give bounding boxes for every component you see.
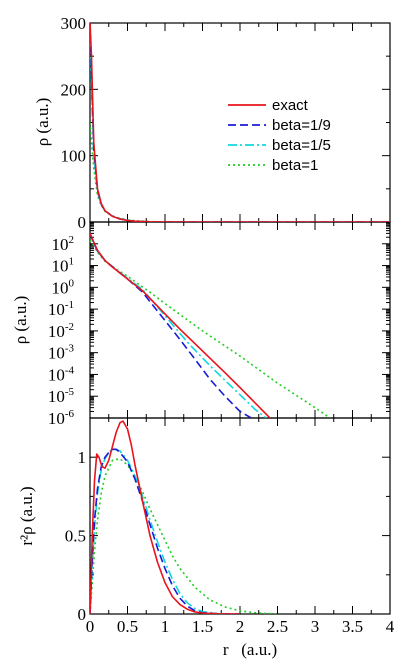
- series-line-beta=1/9: [90, 233, 252, 418]
- ytick-label: 10-2: [48, 321, 74, 341]
- xlabel: r (a.u.): [223, 640, 277, 659]
- ytick-label: 200: [61, 80, 87, 99]
- ytick-label: 101: [52, 256, 75, 276]
- panel-frame-top: [89, 22, 391, 223]
- ytick-label: 102: [52, 234, 75, 254]
- series-line-beta=1/5: [90, 448, 241, 614]
- series-group-top: [90, 23, 390, 222]
- xtick-label: 2: [236, 617, 245, 636]
- series-line-beta=1/5: [90, 23, 390, 222]
- panel-frame-bottom: [89, 417, 391, 615]
- xtick-label: 3.5: [342, 617, 363, 636]
- ytick-label: 10-1: [48, 299, 74, 319]
- legend: exact beta=1/9 beta=1/5 beta=1: [228, 97, 331, 174]
- ytick-label: 0: [78, 605, 87, 624]
- series-line-beta=1/5: [90, 233, 267, 418]
- ytick-label: 100: [52, 277, 75, 297]
- ytick-label: 10-4: [48, 364, 75, 384]
- xtick-label: 0: [86, 617, 95, 636]
- xtick-label: 4: [386, 617, 395, 636]
- series-line-beta=1/9: [90, 448, 241, 614]
- legend-label-beta=1: beta=1: [272, 157, 318, 174]
- series-line-exact: [90, 23, 390, 222]
- ylabel-middle: ρ (a.u.): [11, 296, 30, 345]
- series-line-beta=1: [90, 122, 390, 222]
- series-line-beta=1/9: [90, 23, 390, 222]
- ytick-label: 100: [61, 147, 87, 166]
- xtick-label: 2.5: [267, 617, 288, 636]
- ytick-label: 10-3: [48, 343, 75, 363]
- xtick-label: 1: [161, 617, 170, 636]
- series-group-middle: [90, 233, 331, 418]
- ylabel-top: ρ (a.u.): [33, 98, 52, 147]
- xtick-label: 3: [311, 617, 320, 636]
- xtick-label: 1.5: [192, 617, 213, 636]
- xtick-label: 0.5: [117, 617, 138, 636]
- series-group-bottom: [90, 420, 278, 614]
- ytick-label: 0.5: [65, 527, 86, 546]
- ylabel-bottom: r²ρ (a.u.): [17, 486, 36, 545]
- ytick-label: 10-6: [48, 408, 75, 428]
- series-line-exact: [90, 420, 241, 614]
- legend-label-beta=1/9: beta=1/9: [272, 117, 331, 134]
- ytick-label: 0: [78, 213, 87, 232]
- ylabel-bottom-text: r²ρ (a.u.): [17, 486, 36, 545]
- series-line-exact: [90, 233, 271, 418]
- series-line-beta=1: [90, 457, 278, 614]
- ytick-label: 1: [78, 448, 87, 467]
- legend-label-beta=1/5: beta=1/5: [272, 137, 331, 154]
- ytick-label: 10-5: [48, 386, 75, 406]
- ytick-label: 300: [61, 14, 87, 33]
- series-line-beta=1: [90, 239, 331, 418]
- legend-label-exact: exact: [272, 97, 309, 114]
